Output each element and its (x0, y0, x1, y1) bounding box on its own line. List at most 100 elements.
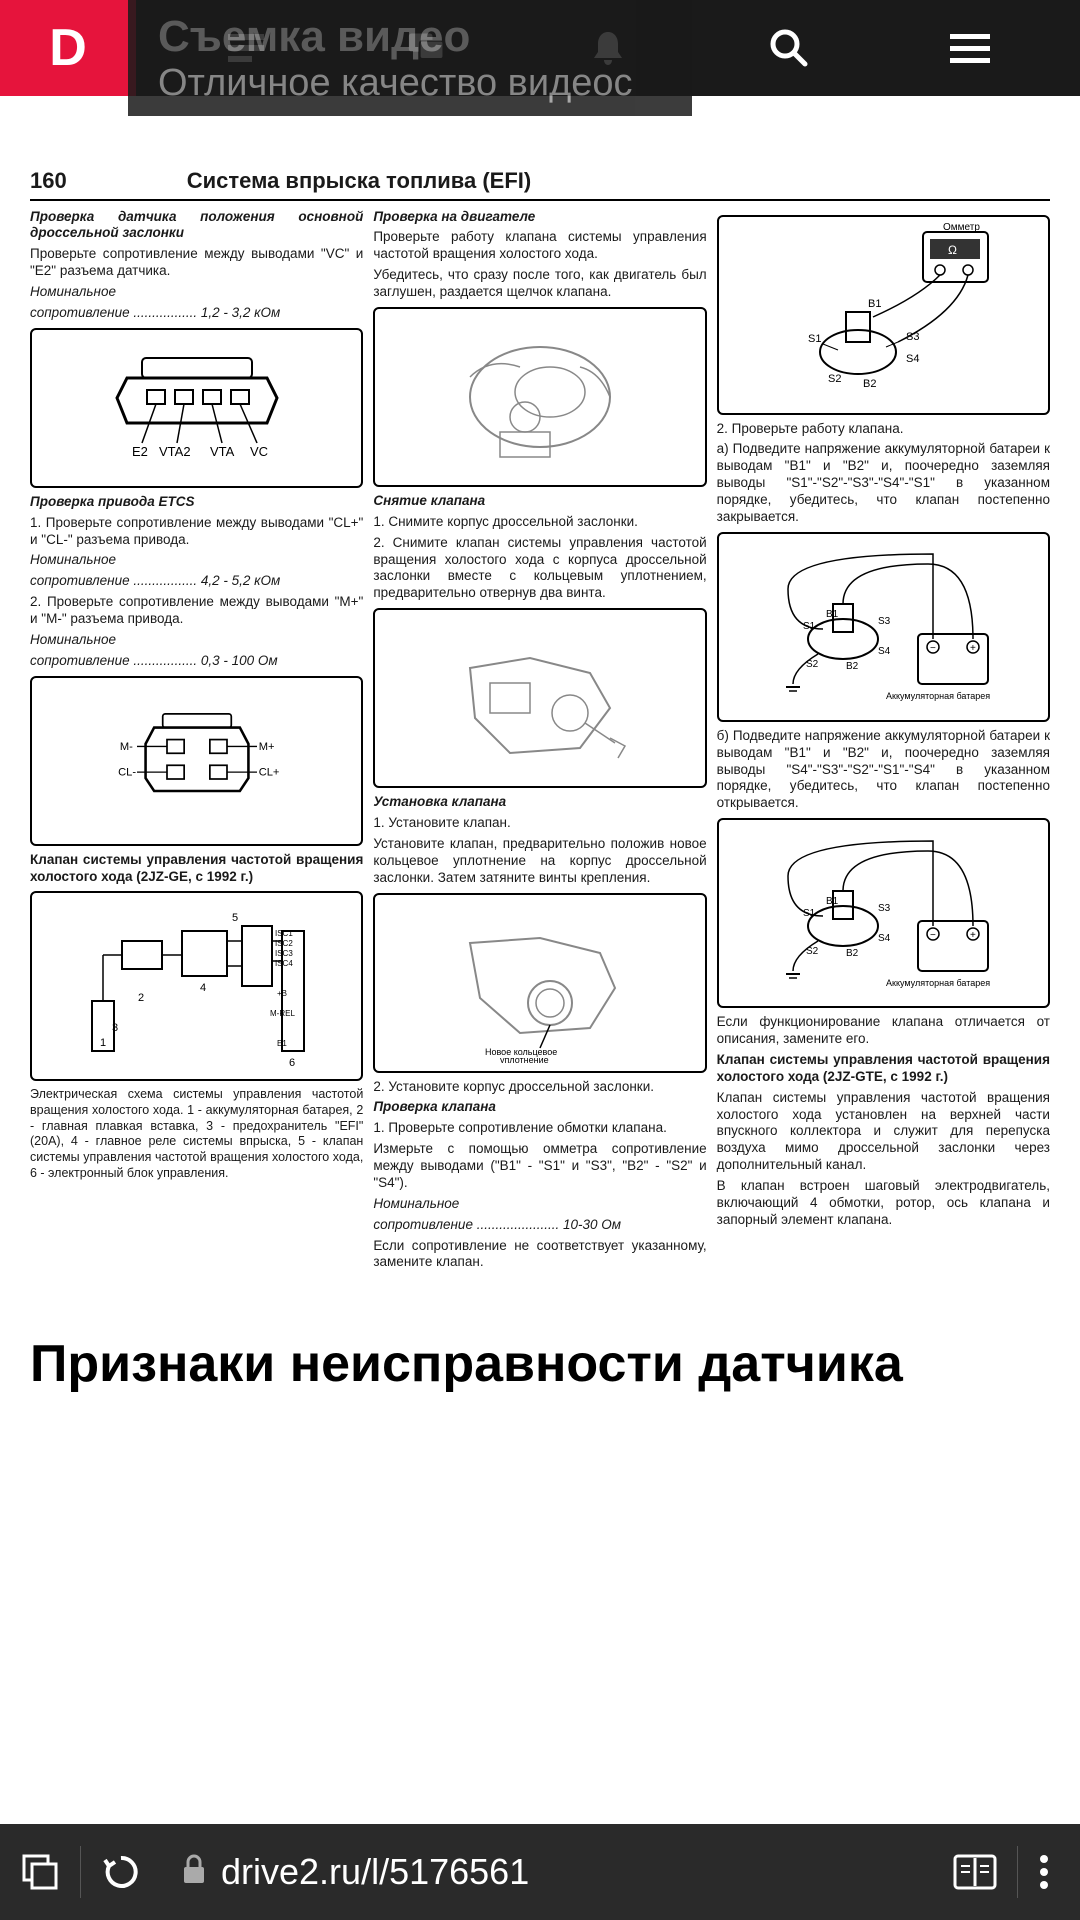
col2-p4c: Если сопротивление не соответствует указ… (373, 1238, 706, 1272)
col3-p3: Клапан системы управления частотой враще… (717, 1090, 1050, 1174)
svg-text:E1: E1 (277, 1039, 287, 1048)
page-title: Система впрыска топлива (EFI) (187, 167, 532, 195)
svg-text:уплотнение: уплотнение (500, 1055, 549, 1063)
svg-text:S1: S1 (803, 908, 816, 919)
page-number: 160 (30, 167, 67, 195)
logo-letter: D (49, 18, 87, 78)
col3-p4: В клапан встроен шаговый электродвигател… (717, 1178, 1050, 1229)
svg-text:S2: S2 (806, 946, 819, 957)
svg-text:S3: S3 (878, 616, 891, 627)
col2-h3: Установка клапана (373, 794, 706, 811)
svg-text:M+: M+ (258, 740, 274, 752)
col1-p3: Электрическая схема системы управления ч… (30, 1087, 363, 1181)
column-1: Проверка датчика положения основной дрос… (30, 209, 363, 1276)
col3-h2: Клапан системы управления частотой враще… (717, 1052, 1050, 1086)
svg-text:S1: S1 (808, 333, 821, 345)
svg-text:M-: M- (120, 740, 133, 752)
svg-text:−: − (930, 643, 936, 654)
url-text: drive2.ru/l/5176561 (221, 1851, 529, 1893)
svg-text:1: 1 (100, 1037, 106, 1049)
diagram-engine-photo-1 (373, 307, 706, 487)
svg-text:S1: S1 (803, 621, 816, 632)
diagram-engine-photo-2 (373, 608, 706, 788)
col1-nominal1-value: сопротивление ................. 1,2 - 3,… (30, 305, 363, 322)
col1-p2a: 1. Проверьте сопротивление между выводам… (30, 515, 363, 549)
svg-text:Аккумуляторная батарея: Аккумуляторная батарея (886, 691, 990, 701)
col2-p3c: 2. Установите корпус дроссельной заслонк… (373, 1079, 706, 1096)
svg-text:VTA2: VTA2 (159, 444, 191, 459)
svg-text:−: − (930, 930, 936, 941)
svg-text:Ω: Ω (948, 243, 957, 257)
ad-line1: Съемка видео (158, 12, 692, 62)
search-icon[interactable] (769, 28, 809, 68)
svg-text:S4: S4 (878, 933, 891, 944)
reader-mode-button[interactable] (933, 1824, 1017, 1920)
scan-page-header: 160 Система впрыска топлива (EFI) (30, 167, 1050, 201)
svg-text:S2: S2 (806, 659, 819, 670)
col1-p2b: 2. Проверьте сопротивление между выводам… (30, 594, 363, 628)
svg-text:+B: +B (277, 989, 287, 998)
svg-text:S2: S2 (828, 373, 841, 385)
url-bar[interactable]: drive2.ru/l/5176561 (161, 1851, 933, 1893)
svg-text:E2: E2 (132, 444, 148, 459)
menu-icon[interactable] (950, 28, 990, 68)
col2-p4a: 1. Проверьте сопротивление обмотки клапа… (373, 1120, 706, 1137)
column-2: Проверка на двигателе Проверьте работу к… (373, 209, 706, 1276)
svg-text:S4: S4 (906, 353, 919, 365)
col2-h1: Проверка на двигателе (373, 209, 706, 226)
site-logo[interactable]: D (0, 0, 136, 96)
svg-text:VC: VC (250, 444, 268, 459)
col3-p2: Если функционирование клапана отличается… (717, 1014, 1050, 1048)
svg-text:Омметр: Омметр (943, 222, 980, 233)
col1-nominal3-value: сопротивление ................. 0,3 - 10… (30, 653, 363, 670)
svg-text:+: + (970, 930, 976, 941)
svg-text:CL-: CL- (118, 766, 136, 778)
col2-p3b: Установите клапан, предварительно положи… (373, 836, 706, 887)
diagram-battery-test-1: − + B1 S3 S4 S2 B2 S1 Аккумуляторная ба (717, 532, 1050, 722)
svg-text:S3: S3 (878, 903, 891, 914)
tabs-button[interactable] (0, 1824, 80, 1920)
browser-bottom-bar: drive2.ru/l/5176561 (0, 1824, 1080, 1920)
reload-button[interactable] (81, 1824, 161, 1920)
svg-text:B1: B1 (826, 896, 839, 907)
col1-h3: Клапан системы управления частотой враще… (30, 852, 363, 886)
col2-p2a: 1. Снимите корпус дроссельной заслонки. (373, 514, 706, 531)
scanned-manual-page[interactable]: 160 Система впрыска топлива (EFI) Провер… (0, 139, 1080, 1289)
col1-h1: Проверка датчика положения основной дрос… (30, 209, 363, 243)
lock-icon (181, 1853, 207, 1892)
diagram-ohmmeter: Ω Омметр B1 S1 S3 S2 B2 S4 (717, 215, 1050, 415)
page-columns: Проверка датчика положения основной дрос… (30, 209, 1050, 1276)
svg-text:B1: B1 (826, 609, 839, 620)
svg-text:ISC3: ISC3 (275, 949, 293, 958)
col1-nominal2-label: Номинальное (30, 552, 363, 569)
col3-p1b: б) Подведите напряжение аккумуляторной б… (717, 728, 1050, 812)
col2-h2: Снятие клапана (373, 493, 706, 510)
svg-text:S4: S4 (878, 646, 891, 657)
svg-text:B2: B2 (846, 661, 859, 672)
col2-p1b: Убедитесь, что сразу после того, как дви… (373, 267, 706, 301)
col2-nominal-label: Номинальное (373, 1196, 706, 1213)
col1-nominal1-label: Номинальное (30, 284, 363, 301)
svg-text:VTA: VTA (210, 444, 235, 459)
col2-h4: Проверка клапана (373, 1099, 706, 1116)
col2-p2b: 2. Снимите клапан системы управления час… (373, 535, 706, 603)
ad-banner[interactable]: Съемка видео Отличное качество видеос (128, 0, 692, 116)
col2-p3a: 1. Установите клапан. (373, 815, 706, 832)
col1-nominal3-label: Номинальное (30, 632, 363, 649)
col3-p1a: а) Подведите напряжение аккумуляторной б… (717, 441, 1050, 525)
browser-menu-button[interactable] (1018, 1824, 1080, 1920)
svg-text:CL+: CL+ (258, 766, 279, 778)
col3-p1: 2. Проверьте работу клапана. (717, 421, 1050, 438)
col1-p1: Проверьте сопротивление между выводами "… (30, 246, 363, 280)
diagram-connector-etcs: M- M+ CL- CL+ (30, 676, 363, 846)
svg-text:4: 4 (200, 982, 206, 994)
column-3: Ω Омметр B1 S1 S3 S2 B2 S4 (717, 209, 1050, 1276)
diagram-engine-photo-3: Новое кольцевое уплотнение (373, 893, 706, 1073)
article-content: 160 Система впрыска топлива (EFI) Провер… (0, 139, 1080, 1444)
svg-text:6: 6 (289, 1057, 295, 1069)
diagram-electrical-schematic: 1 2 3 4 5 6 ISC1 ISC2 ISC3 ISC4 (30, 891, 363, 1081)
svg-text:Аккумуляторная батарея: Аккумуляторная батарея (886, 978, 990, 988)
svg-text:5: 5 (232, 912, 238, 924)
col1-nominal2-value: сопротивление ................. 4,2 - 5,… (30, 573, 363, 590)
svg-text:ISC1: ISC1 (275, 929, 293, 938)
